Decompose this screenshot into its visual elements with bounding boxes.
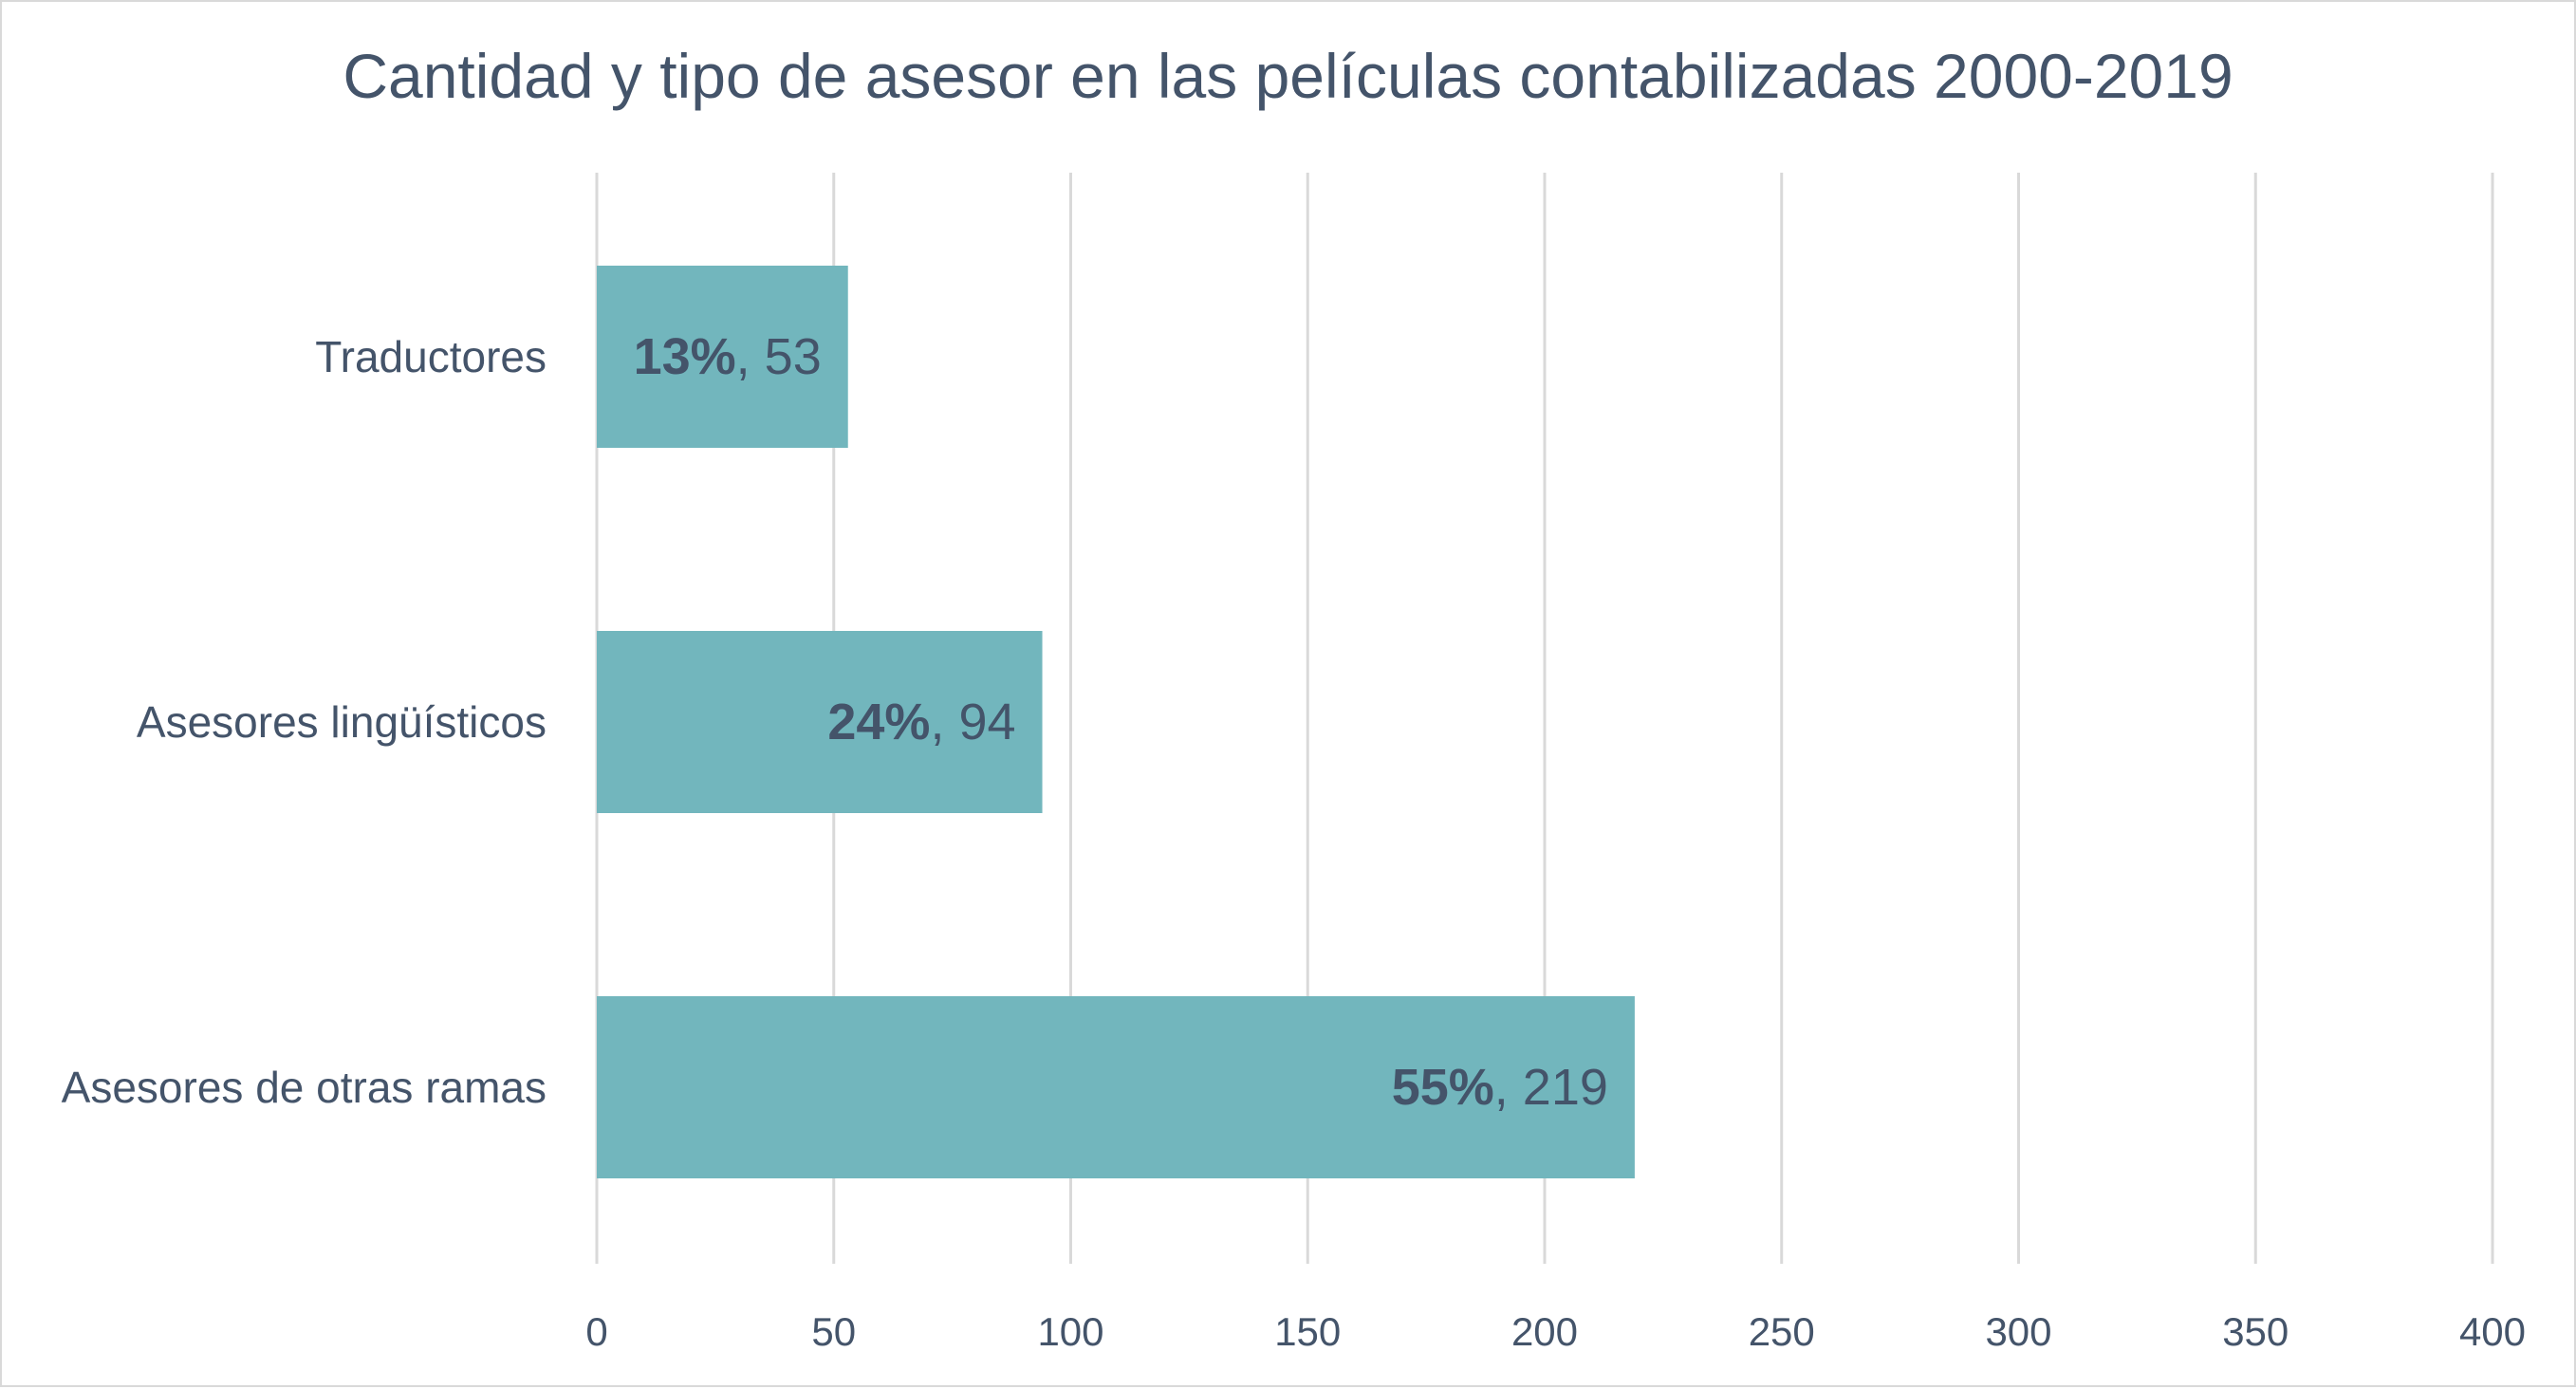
bar <box>597 996 1635 1178</box>
x-tick-label: 250 <box>1749 1309 1815 1354</box>
category-labels: Traductores Asesores lingüísticos Asesores… <box>62 332 547 1112</box>
category-label: Traductores <box>315 332 547 381</box>
x-tick-label: 50 <box>811 1309 856 1354</box>
data-label: 13%, 53 <box>634 328 822 385</box>
x-tick-label: 300 <box>1985 1309 2051 1354</box>
bar <box>597 266 848 448</box>
x-tick-label: 0 <box>585 1309 607 1354</box>
x-tick-labels: 0 50 100 150 200 250 300 350 400 <box>585 1309 2526 1354</box>
data-label: 24%, 94 <box>827 694 1015 750</box>
bars <box>597 266 1635 1178</box>
category-label: Asesores lingüísticos <box>137 697 547 747</box>
x-tick-label: 100 <box>1037 1309 1103 1354</box>
x-tick-label: 350 <box>2222 1309 2289 1354</box>
x-tick-label: 150 <box>1274 1309 1341 1354</box>
data-label: 55%, 219 <box>1392 1059 1608 1116</box>
category-label: Asesores de otras ramas <box>62 1063 547 1112</box>
x-tick-label: 400 <box>2459 1309 2526 1354</box>
bar <box>597 631 1043 813</box>
x-tick-label: 200 <box>1511 1309 1578 1354</box>
data-labels: 13%, 53 24%, 94 55%, 219 <box>634 328 1608 1116</box>
chart-title: Cantidad y tipo de asesor en las películ… <box>343 41 2233 111</box>
